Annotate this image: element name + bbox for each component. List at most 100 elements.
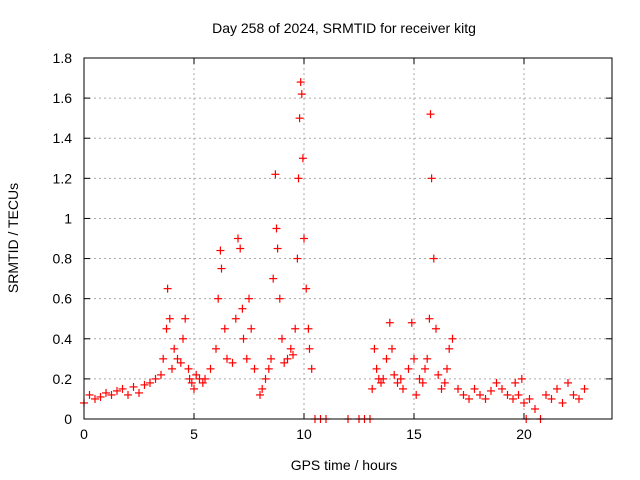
data-point	[140, 380, 149, 389]
data-point	[107, 390, 116, 399]
data-point	[514, 390, 523, 399]
data-point	[269, 274, 278, 283]
y-tick-label: 0.6	[53, 291, 73, 307]
data-point	[448, 334, 457, 343]
data-point	[289, 350, 297, 359]
data-point	[481, 394, 490, 403]
data-point	[476, 390, 484, 399]
y-axis: 0 0.2 0.4 0.6 0.8 1 1.2 1.4 1.6 1.8	[53, 50, 612, 427]
data-point	[542, 390, 550, 399]
data-point	[239, 334, 248, 343]
data-point	[470, 384, 479, 393]
data-point	[135, 388, 143, 397]
data-point	[382, 354, 391, 363]
data-point	[278, 334, 286, 343]
data-point	[558, 398, 567, 407]
data-point	[445, 344, 454, 353]
data-point	[487, 386, 495, 395]
data-point	[305, 344, 314, 353]
data-point	[553, 384, 561, 393]
y-tick-label: 1.4	[53, 130, 73, 146]
data-point	[426, 110, 435, 119]
data-point	[454, 384, 462, 393]
data-point	[372, 364, 381, 373]
y-tick-label: 1.2	[53, 170, 73, 186]
data-point	[388, 344, 396, 353]
data-point	[569, 390, 578, 399]
data-point	[102, 388, 110, 397]
data-point	[220, 324, 229, 333]
x-axis-label: GPS time / hours	[291, 457, 398, 473]
data-point	[234, 234, 242, 243]
x-tick-label: 10	[296, 426, 312, 442]
data-point	[242, 354, 251, 363]
y-tick-label: 1.8	[53, 50, 73, 66]
chart-title: Day 258 of 2024, SRMTID for receiver kit…	[212, 20, 476, 36]
data-point	[283, 354, 292, 363]
data-point	[412, 390, 421, 399]
data-point	[146, 378, 154, 387]
data-point	[492, 378, 501, 387]
data-point	[415, 374, 424, 383]
gridlines	[84, 58, 612, 419]
y-tick-label: 0.4	[53, 331, 73, 347]
data-point	[163, 284, 172, 293]
data-point	[190, 384, 198, 393]
data-point	[421, 364, 429, 373]
data-point	[511, 378, 520, 387]
data-point	[427, 174, 436, 183]
data-point	[547, 394, 556, 403]
data-point	[272, 224, 281, 233]
data-point	[247, 324, 256, 333]
data-point	[443, 364, 451, 373]
data-point	[179, 334, 187, 343]
data-point	[503, 390, 512, 399]
data-point	[434, 370, 443, 379]
x-axis: 0 5 10 15 20	[80, 58, 532, 442]
data-points	[80, 78, 589, 423]
data-point	[151, 374, 160, 383]
y-tick-label: 1.6	[53, 90, 73, 106]
data-point	[404, 364, 413, 373]
data-point	[307, 364, 316, 373]
data-point	[440, 378, 449, 387]
data-point	[168, 364, 176, 373]
data-point	[185, 374, 194, 383]
data-point	[170, 344, 179, 353]
y-tick-label: 0.2	[53, 371, 73, 387]
data-point	[418, 378, 427, 387]
data-point	[216, 246, 225, 255]
x-tick-label: 0	[80, 426, 88, 442]
data-point	[580, 384, 589, 393]
data-point	[264, 364, 273, 373]
data-point	[201, 374, 209, 383]
data-point	[295, 114, 304, 123]
data-point	[396, 374, 405, 383]
data-point	[214, 294, 223, 303]
data-point	[304, 324, 313, 333]
y-tick-label: 1	[64, 210, 72, 226]
data-point	[379, 374, 388, 383]
data-point	[517, 374, 526, 383]
data-point	[165, 314, 174, 323]
data-point	[181, 314, 190, 323]
data-point	[300, 234, 308, 243]
data-point	[370, 344, 379, 353]
data-point	[256, 390, 264, 399]
y-tick-label: 0.8	[53, 251, 73, 267]
data-point	[509, 394, 517, 403]
data-point	[399, 384, 407, 393]
data-point	[432, 324, 440, 333]
data-point	[520, 398, 528, 407]
data-point	[296, 78, 305, 87]
data-point	[293, 254, 302, 263]
data-point	[437, 384, 446, 393]
data-point	[294, 174, 303, 183]
data-point	[459, 390, 468, 399]
data-point	[465, 394, 473, 403]
data-point	[393, 378, 402, 387]
data-point	[129, 382, 138, 391]
data-point	[498, 384, 506, 393]
data-point	[267, 354, 275, 363]
